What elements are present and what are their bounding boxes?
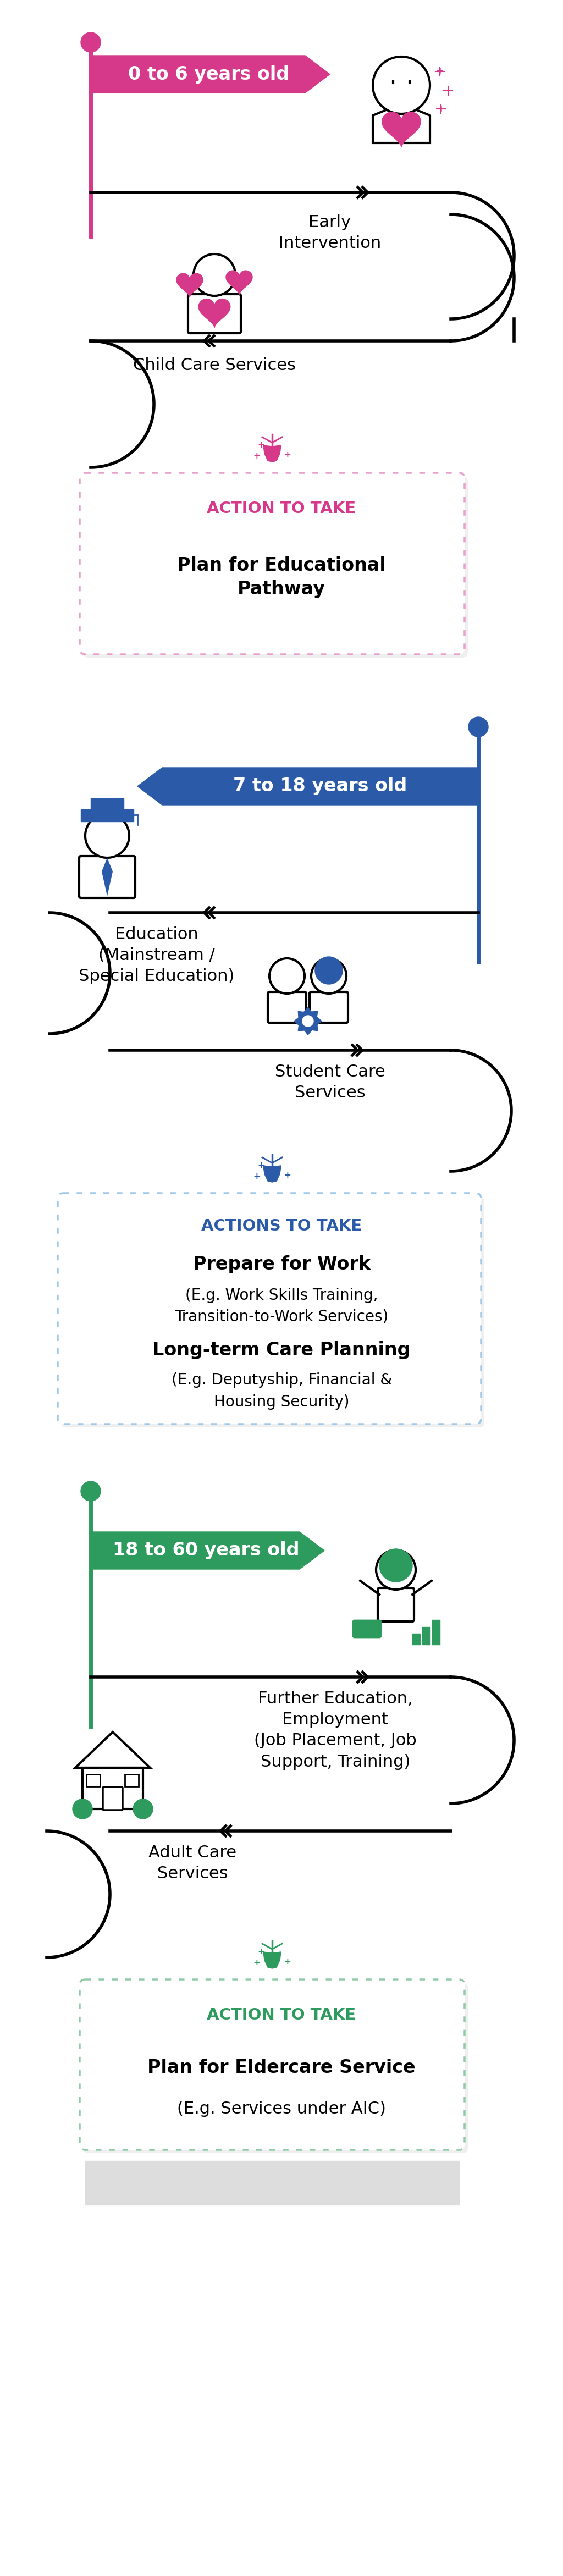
Circle shape [315,956,342,984]
FancyBboxPatch shape [83,1984,468,2154]
FancyBboxPatch shape [80,1978,464,2151]
Circle shape [81,1481,101,1502]
Polygon shape [199,299,230,327]
Circle shape [468,716,488,737]
Polygon shape [382,111,421,147]
Text: +: + [253,1958,260,1968]
Bar [422,1628,430,1643]
Polygon shape [176,273,203,296]
Circle shape [81,33,101,52]
Text: +: + [258,1162,265,1170]
Bar [412,1633,420,1643]
Circle shape [270,958,305,994]
Polygon shape [263,1953,281,1968]
Text: Plan for Educational
Pathway: Plan for Educational Pathway [177,556,386,598]
Text: +: + [444,85,452,95]
Polygon shape [102,858,113,896]
Text: Student Care
Services: Student Care Services [275,1064,385,1100]
Text: 0 to 6 years old: 0 to 6 years old [128,64,289,82]
Text: ACTION TO TAKE: ACTION TO TAKE [207,500,356,515]
Text: Prepare for Work: Prepare for Work [193,1255,370,1273]
Circle shape [302,1015,314,1028]
Polygon shape [75,1731,150,1767]
Text: Long-term Care Planning: Long-term Care Planning [153,1340,410,1360]
Text: ACTIONS TO TAKE: ACTIONS TO TAKE [201,1218,362,1234]
FancyBboxPatch shape [80,474,464,654]
Circle shape [133,1798,153,1819]
Bar [432,1620,440,1643]
FancyBboxPatch shape [310,992,348,1023]
Text: +: + [258,1947,265,1955]
Bar [91,799,124,811]
Bar [125,1775,138,1785]
Polygon shape [373,111,430,142]
Polygon shape [91,57,330,93]
Circle shape [376,1551,415,1589]
Bar [82,1767,143,1808]
Polygon shape [91,1533,324,1569]
Text: 18 to 60 years old: 18 to 60 years old [113,1540,300,1558]
Circle shape [311,958,346,994]
Text: Child Care Services: Child Care Services [133,358,296,374]
Text: Further Education,
Employment
(Job Placement, Job
Support, Training): Further Education, Employment (Job Place… [254,1690,417,1770]
Polygon shape [294,1007,321,1036]
Bar [85,2161,459,2205]
Text: +: + [258,440,265,448]
Circle shape [73,1798,92,1819]
FancyBboxPatch shape [61,1195,484,1427]
Bar [86,1775,100,1785]
Polygon shape [263,446,281,461]
Circle shape [373,57,430,113]
FancyBboxPatch shape [58,1193,481,1425]
Circle shape [194,255,235,296]
Text: +: + [284,451,291,459]
FancyBboxPatch shape [378,1587,414,1620]
Text: +: + [253,1172,260,1180]
Text: Early
Intervention: Early Intervention [279,214,381,252]
Text: +: + [284,1958,291,1965]
Polygon shape [137,768,479,804]
Text: +: + [284,1172,291,1180]
FancyBboxPatch shape [103,1788,123,1811]
Text: +: + [253,453,260,461]
FancyBboxPatch shape [83,477,468,657]
Text: Adult Care
Services: Adult Care Services [149,1844,236,1880]
Text: +: + [436,67,444,77]
Text: Plan for Eldercare Service: Plan for Eldercare Service [148,2058,415,2076]
Polygon shape [263,1167,281,1182]
FancyBboxPatch shape [268,992,306,1023]
FancyBboxPatch shape [353,1620,381,1638]
FancyBboxPatch shape [188,294,241,332]
Text: Education
(Mainstream /
Special Education): Education (Mainstream / Special Educatio… [79,927,235,984]
Polygon shape [226,270,252,294]
Bar [81,809,133,822]
Text: ACTION TO TAKE: ACTION TO TAKE [207,2007,356,2022]
Text: (E.g. Work Skills Training,
Transition-to-Work Services): (E.g. Work Skills Training, Transition-t… [175,1288,388,1324]
Text: 7 to 18 years old: 7 to 18 years old [233,778,407,796]
Text: +: + [437,103,445,113]
Circle shape [85,814,129,858]
FancyBboxPatch shape [79,855,135,899]
Circle shape [379,1548,412,1582]
Text: (E.g. Services under AIC): (E.g. Services under AIC) [177,2099,386,2117]
Text: (E.g. Deputyship, Financial &
Housing Security): (E.g. Deputyship, Financial & Housing Se… [171,1373,392,1409]
